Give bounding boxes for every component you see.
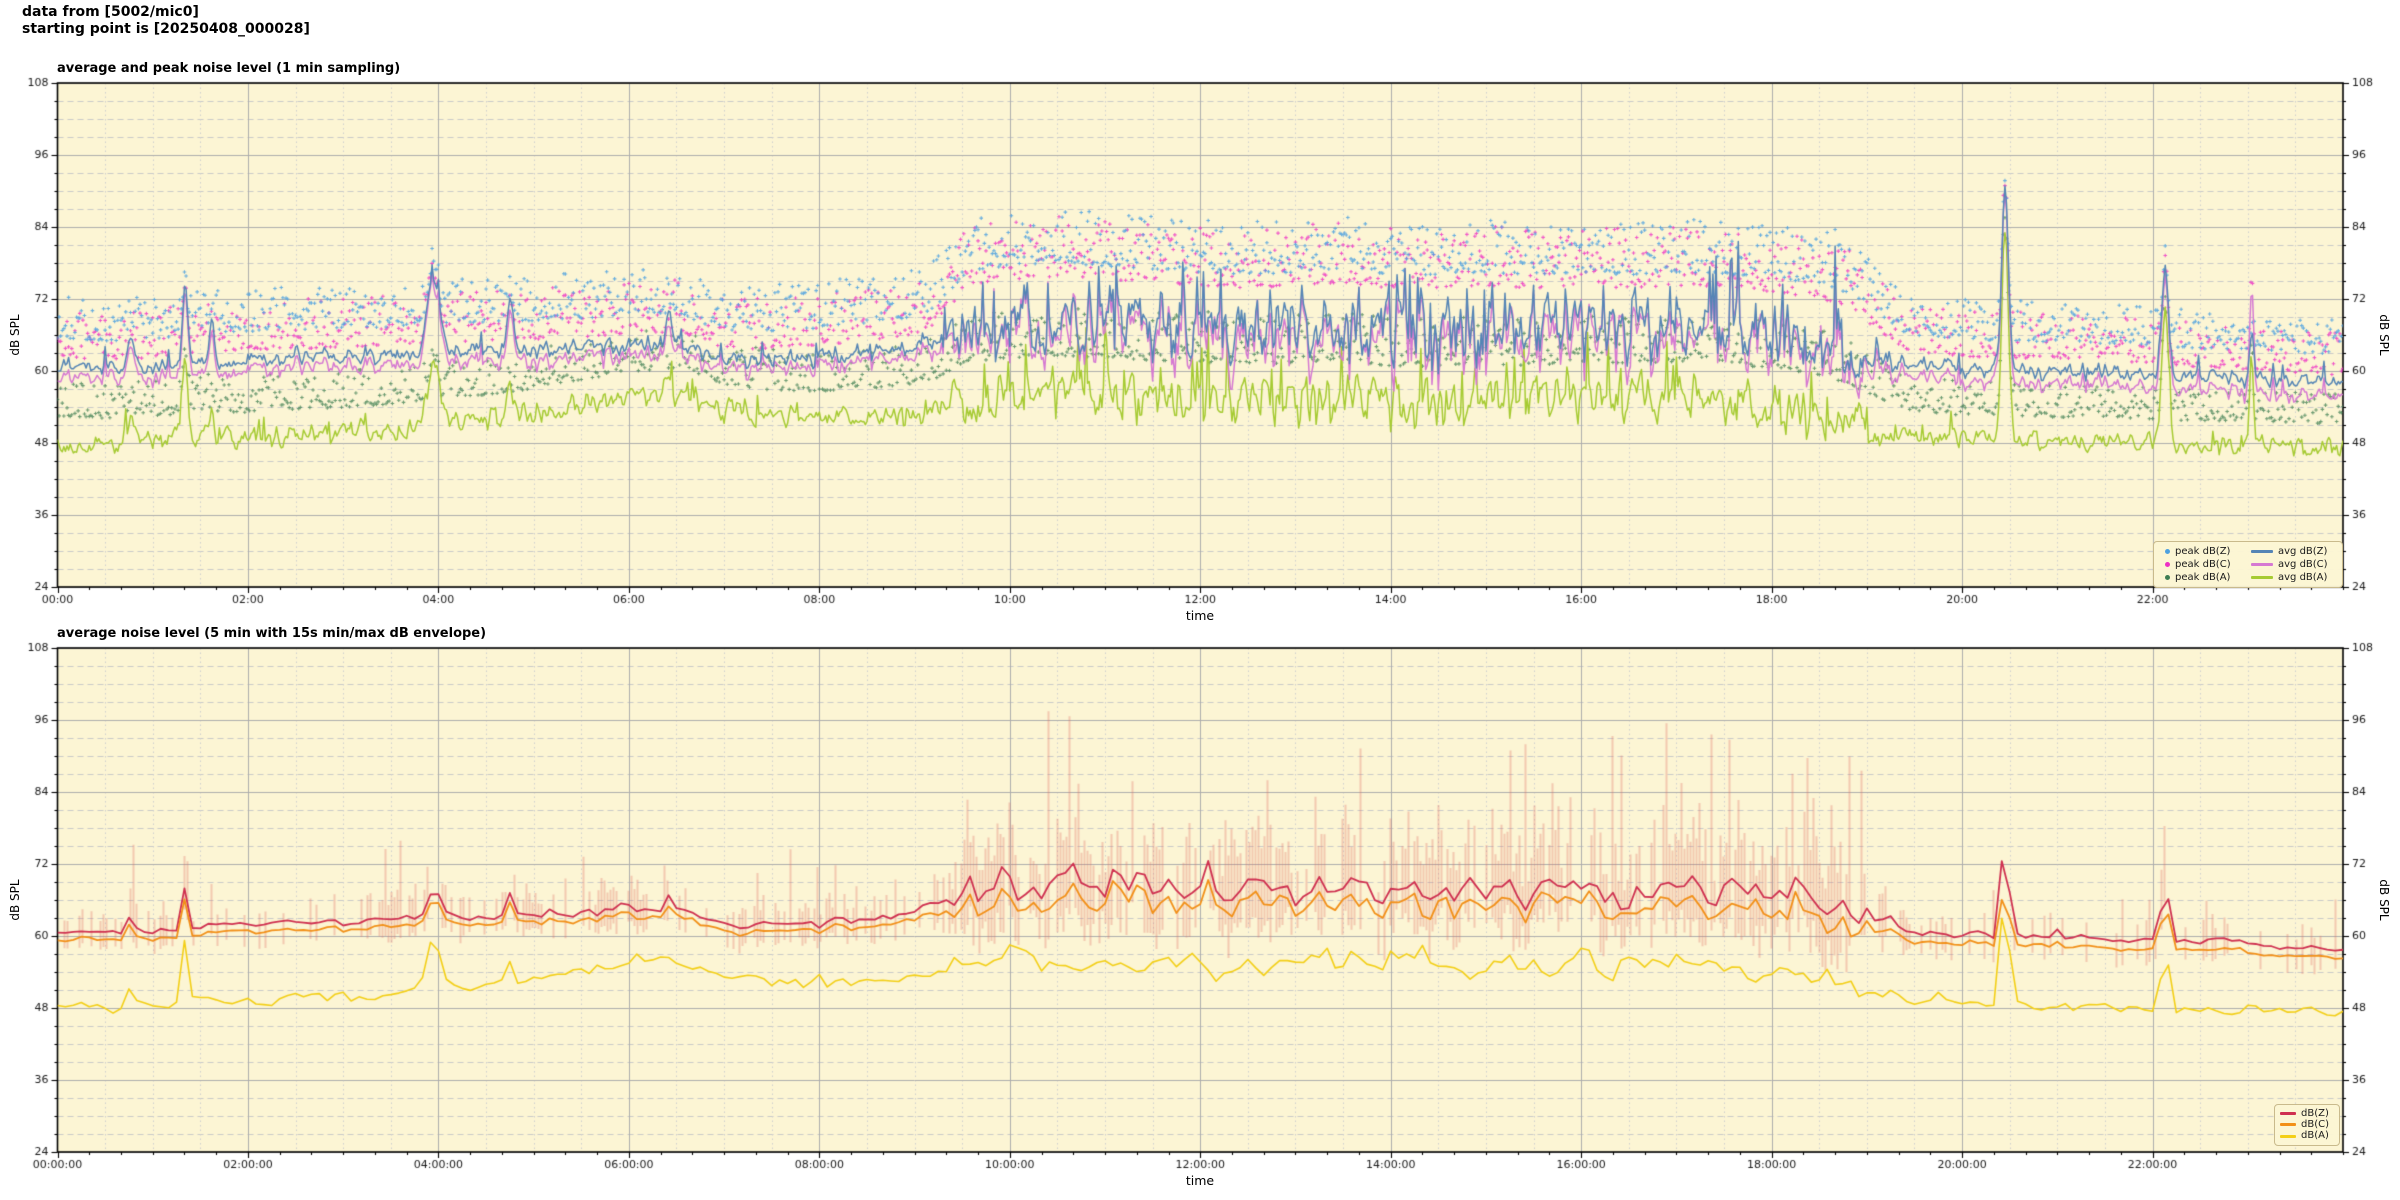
legend-label: dB(C) (2301, 1118, 2329, 1130)
header-starting-point: starting point is [20250408_000028] (22, 21, 310, 37)
legend-label: dB(A) (2301, 1130, 2329, 1142)
dba-line-marker (2280, 1134, 2296, 1138)
legend-entry-peak-dbz: peak dB(Z) (2159, 545, 2245, 558)
avg-dba-line-marker (2251, 576, 2273, 579)
legend-entry-peak-dba: peak dB(A) (2159, 571, 2245, 584)
peak-dbc-dot-marker (2165, 562, 2170, 567)
avg-dbz-line-marker (2251, 550, 2273, 553)
bottom-chart-ylabel-right: dB SPL (2377, 879, 2391, 921)
legend-entry-dbz: dB(Z) (2280, 1108, 2334, 1119)
top-chart-ylabel-right: dB SPL (2377, 314, 2391, 356)
top-chart-title: average and peak noise level (1 min samp… (57, 61, 401, 76)
legend-entry-peak-dbc: peak dB(C) (2159, 558, 2245, 571)
legend-entry-avg-dbc: avg dB(C) (2251, 558, 2337, 571)
legend-column: dB(Z) dB(C) dB(A) (2280, 1108, 2334, 1142)
peak-dbz-dot-marker (2165, 549, 2170, 554)
legend-label: peak dB(A) (2175, 571, 2231, 583)
top-chart-ylabel-left: dB SPL (8, 314, 22, 356)
bottom-chart-title: average noise level (5 min with 15s min/… (57, 626, 487, 641)
legend-entry-avg-dbz: avg dB(Z) (2251, 545, 2337, 558)
legend-entry-avg-dba: avg dB(A) (2251, 571, 2337, 584)
dbz-line-marker (2280, 1112, 2296, 1116)
legend-entry-dbc: dB(C) (2280, 1119, 2334, 1130)
legend-label: avg dB(A) (2278, 571, 2328, 583)
legend-label: avg dB(C) (2278, 558, 2328, 570)
legend-label: dB(Z) (2301, 1107, 2329, 1119)
legend-label: avg dB(Z) (2278, 545, 2328, 557)
legend-entry-dba: dB(A) (2280, 1131, 2334, 1142)
avg-dbc-line-marker (2251, 563, 2273, 566)
legend-column-peaks: peak dB(Z) peak dB(C) peak dB(A) (2159, 545, 2245, 584)
dbc-line-marker (2280, 1123, 2296, 1127)
top-chart-xlabel: time (1185, 608, 1215, 623)
legend-column-avgs: avg dB(Z) avg dB(C) avg dB(A) (2251, 545, 2337, 584)
legend-label: peak dB(C) (2175, 558, 2231, 570)
header-data-source: data from [5002/mic0] (22, 4, 199, 20)
legend-label: peak dB(Z) (2175, 545, 2231, 557)
bottom-chart-ylabel-left: dB SPL (8, 879, 22, 921)
bottom-chart-legend: dB(Z) dB(C) dB(A) (2274, 1104, 2340, 1146)
top-chart-legend: peak dB(Z) peak dB(C) peak dB(A) avg dB(… (2153, 541, 2343, 588)
peak-dba-dot-marker (2165, 575, 2170, 580)
bottom-chart-xlabel: time (1185, 1173, 1215, 1188)
